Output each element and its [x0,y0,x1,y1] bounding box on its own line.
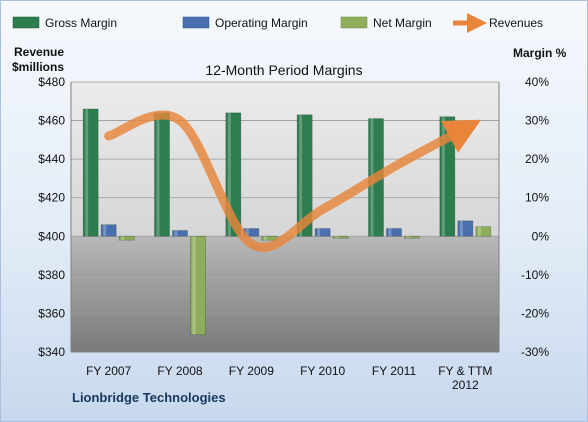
y-left-tick-label: $360 [38,306,65,320]
legend: Gross Margin Operating Margin Net Margin… [12,13,543,33]
bar-highlight [335,236,339,239]
y-right-tick-label: -20% [521,306,549,320]
legend-label-net-margin: Net Margin [373,16,432,30]
y-left-tick-label: $480 [38,75,65,89]
y-right-label: Margin % [513,46,567,60]
y-left-tick-label: $380 [38,268,65,282]
bar-net-margin [118,235,135,241]
plot-area-lower [71,236,499,352]
bar-net-margin [261,235,278,241]
bar-highlight [459,220,463,237]
bar-operating-margin [172,230,188,237]
x-tick-label: FY 2011 [372,364,417,378]
bar-highlight [388,228,392,237]
bar-operating-margin [386,228,402,237]
y-right-tick-label: 30% [525,114,549,128]
axis-ticks: $340 -30% $360 -20% $380 -10% $400 0% $420 10% $44… [38,75,549,392]
y-left-tick-label: $340 [38,345,65,359]
bar-highlight [174,230,178,237]
x-tick-label: FY 2008 [157,364,202,378]
company-name: Lionbridge Technologies [72,390,226,405]
bar-highlight [85,109,89,237]
bar-highlight [245,228,249,237]
y-left-label-line2: $millions [12,60,64,74]
bar-highlight [317,228,321,237]
y-right-tick-label: 40% [525,75,549,89]
bar-highlight [103,224,107,237]
bar-highlight [192,236,196,335]
bar-highlight [299,114,303,237]
bar-highlight [263,236,267,241]
bar-highlight [156,112,160,237]
bar-net-margin [475,226,492,237]
legend-label-gross-margin: Gross Margin [45,16,117,30]
revenues-line [104,110,482,252]
y-left-label-line1: Revenue [14,45,64,59]
bar-highlight [441,116,445,237]
x-tick-label: FY & TTM [438,364,492,378]
bar-gross-margin [82,108,99,237]
x-tick-label: FY 2009 [229,364,274,378]
legend-swatch-net-margin [340,16,368,29]
y-right-tick-label: 10% [525,191,549,205]
bar-net-margin [190,235,206,336]
y-left-tick-label: $420 [38,191,65,205]
bar-operating-margin [457,220,474,237]
bar-highlight [477,226,481,237]
legend-swatch-operating-margin [182,16,210,29]
bar-operating-margin [314,228,331,237]
bar-operating-margin [100,224,117,237]
bar-highlight [406,236,410,239]
legend-swatch-gross-margin [12,16,40,29]
chart-title: 12-Month Period Margins [205,62,362,78]
bar-highlight [227,112,231,237]
y-right-tick-label: 0% [532,229,550,243]
bar-net-margin [332,235,349,239]
x-tick-label: 2012 [452,378,479,392]
legend-label-revenues: Revenues [489,16,543,30]
y-left-tick-label: $400 [38,229,65,243]
legend-label-operating-margin: Operating Margin [215,16,308,30]
revenue-line-layer [104,110,482,252]
y-left-tick-label: $440 [38,152,65,166]
y-right-tick-label: -30% [521,345,549,359]
x-tick-label: FY 2007 [86,364,131,378]
bar-gross-margin [296,114,313,237]
y-left-tick-label: $460 [38,114,65,128]
x-tick-label: FY 2010 [300,364,345,378]
y-right-tick-label: -10% [521,268,549,282]
y-right-tick-label: 20% [525,152,549,166]
bar-net-margin [404,235,420,239]
bar-highlight [121,236,125,241]
